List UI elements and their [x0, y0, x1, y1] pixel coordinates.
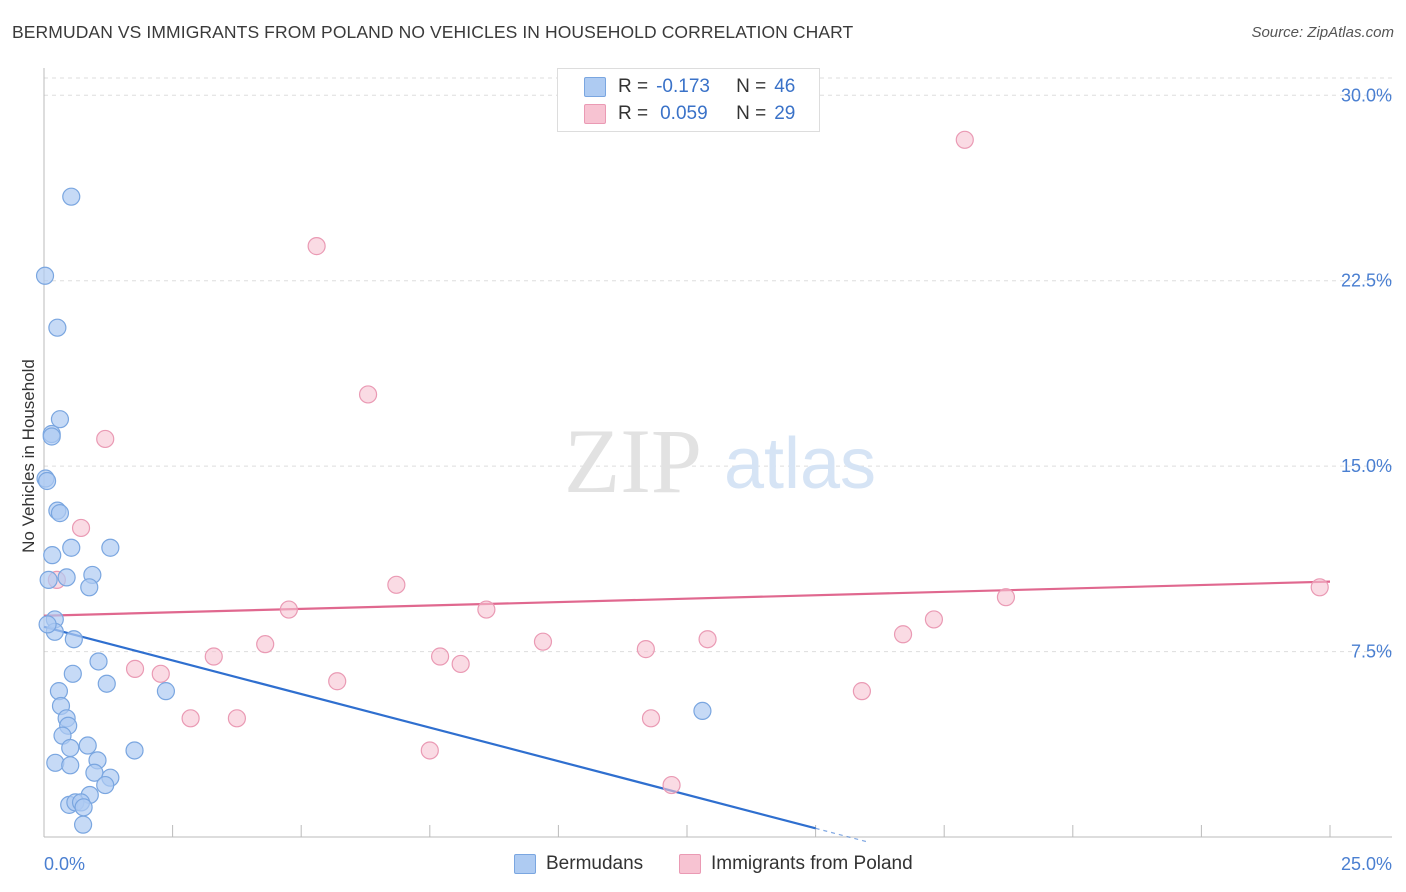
data-point-bermudans	[73, 815, 93, 834]
data-point-poland	[125, 659, 145, 678]
watermark-atlas: atlas	[724, 424, 876, 504]
data-point-bermudans	[38, 615, 57, 634]
data-point-bermudans	[156, 682, 176, 701]
bottom-legend-label: Bermudans	[546, 853, 644, 874]
source-label: Source: ZipAtlas.com	[1251, 24, 1394, 41]
bottom-legend-bermudans: Bermudans	[514, 852, 643, 876]
data-point-bermudans	[61, 756, 80, 775]
data-point-poland	[533, 632, 553, 651]
data-point-poland	[358, 385, 378, 404]
trend-line-bermudans	[43, 625, 816, 830]
legend-row-bermudans: R = -0.173 N = 46	[584, 75, 795, 99]
data-point-poland	[71, 518, 91, 538]
data-point-poland	[204, 647, 223, 666]
legend-r-value: 0.059	[660, 103, 708, 124]
stats-legend: R = -0.173 N = 46 R = 0.059 N = 29	[557, 68, 820, 132]
data-point-poland	[662, 775, 681, 795]
data-point-poland	[636, 640, 655, 659]
tick-labels: 7.5% 15.0% 22.5% 30.0% 0.0% 25.0%	[44, 85, 1392, 874]
data-point-poland	[924, 610, 944, 629]
bottom-swatch-poland	[679, 854, 701, 874]
data-point-poland	[279, 600, 298, 619]
data-point-poland	[181, 709, 200, 728]
x-tick-label: 25.0%	[1341, 854, 1392, 874]
axes	[43, 68, 1392, 838]
data-point-bermudans	[49, 682, 69, 701]
data-point-poland	[387, 575, 406, 594]
watermark: ZIP atlas	[564, 410, 876, 512]
data-point-bermudans	[101, 538, 120, 557]
data-point-bermudans	[42, 427, 61, 446]
data-point-poland	[451, 654, 470, 674]
data-point-bermudans	[80, 578, 99, 597]
bottom-legend-poland: Immigrants from Poland	[679, 852, 913, 876]
data-point-bermudans	[62, 187, 81, 206]
data-point-bermudans	[39, 570, 58, 589]
data-point-poland	[1310, 578, 1329, 597]
chart-title: BERMUDAN VS IMMIGRANTS FROM POLAND NO VE…	[12, 22, 854, 42]
y-axis-label: No Vehicles in Household	[19, 359, 38, 553]
legend-swatch-poland	[584, 104, 606, 124]
data-point-bermudans	[89, 652, 108, 671]
data-point-bermudans	[50, 410, 70, 429]
data-point-bermudans	[125, 741, 144, 760]
data-point-poland	[430, 647, 450, 666]
grid-lines	[44, 77, 1392, 653]
data-point-poland	[256, 635, 275, 654]
data-point-poland	[151, 664, 170, 683]
data-point-bermudans	[96, 775, 115, 795]
data-point-bermudans	[61, 738, 80, 758]
legend-n-label: N =	[736, 103, 767, 124]
trend-lines	[43, 580, 1331, 843]
bottom-swatch-bermudans	[514, 854, 536, 874]
data-point-bermudans	[62, 538, 81, 557]
data-point-bermudans	[97, 674, 116, 693]
legend-row-poland: R = 0.059 N = 29	[584, 102, 795, 126]
data-points	[35, 130, 1329, 834]
data-point-bermudans	[74, 798, 93, 817]
data-point-poland	[227, 709, 246, 728]
watermark-zip: ZIP	[564, 410, 702, 512]
data-point-poland	[893, 625, 913, 644]
data-point-poland	[996, 588, 1016, 607]
data-point-bermudans	[37, 471, 57, 491]
data-point-poland	[328, 672, 347, 691]
legend-r-value: -0.173	[656, 76, 710, 97]
legend-n-value: 46	[774, 76, 796, 97]
data-point-bermudans	[48, 318, 67, 337]
legend-n-value: 29	[774, 103, 796, 124]
data-point-bermudans	[64, 630, 83, 649]
data-point-poland	[477, 600, 496, 619]
y-tick-label: 15.0%	[1341, 456, 1392, 476]
data-point-poland	[307, 237, 326, 256]
data-point-bermudans	[46, 753, 65, 772]
data-point-poland	[420, 741, 439, 760]
legend-r-label: R =	[618, 103, 649, 124]
trend-line-poland	[43, 580, 1331, 617]
data-point-poland	[96, 429, 115, 449]
data-point-poland	[852, 682, 871, 701]
y-tick-label: 30.0%	[1341, 85, 1392, 105]
data-point-poland	[698, 630, 717, 649]
data-point-bermudans	[693, 701, 712, 721]
data-point-bermudans	[50, 504, 70, 523]
data-point-poland	[955, 130, 974, 149]
legend-r-label: R =	[618, 76, 649, 97]
legend-swatch-bermudans	[584, 77, 606, 97]
data-point-bermudans	[63, 664, 82, 683]
y-tick-label: 22.5%	[1341, 271, 1392, 291]
data-point-bermudans	[57, 568, 76, 587]
data-point-bermudans	[43, 546, 62, 565]
y-tick-label: 7.5%	[1351, 642, 1392, 662]
legend-n-label: N =	[736, 76, 767, 97]
data-point-bermudans	[35, 266, 55, 285]
data-point-bermudans	[78, 736, 97, 755]
x-tick-label: 0.0%	[44, 854, 85, 874]
trend-line-extension	[815, 827, 868, 843]
bottom-legend-label: Immigrants from Poland	[711, 853, 913, 874]
data-point-poland	[641, 709, 661, 728]
